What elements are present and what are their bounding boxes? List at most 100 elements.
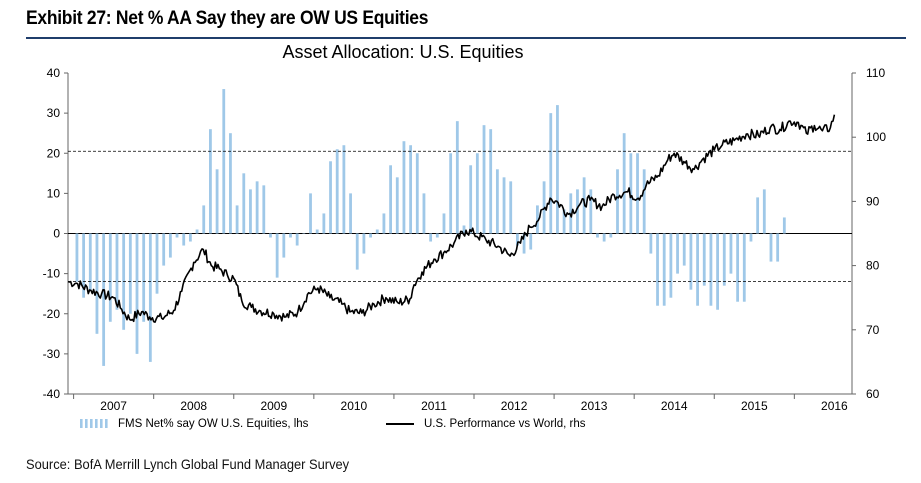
- bar: [689, 233, 693, 290]
- bar: [429, 233, 433, 242]
- left-tick-label: -30: [43, 347, 61, 361]
- bar: [415, 153, 419, 234]
- bar: [642, 169, 646, 234]
- bar: [482, 125, 486, 234]
- bar: [235, 205, 239, 234]
- bar: [215, 169, 219, 234]
- bar: [435, 233, 439, 238]
- right-tick-label: 90: [866, 194, 880, 208]
- bar: [522, 233, 526, 254]
- x-tick-label: 2007: [100, 399, 127, 413]
- bar: [182, 233, 186, 246]
- bar: [709, 233, 713, 306]
- left-tick-label: 0: [53, 227, 60, 241]
- bar: [382, 213, 386, 234]
- legend-bar-swatch: [80, 419, 108, 428]
- x-tick-label: 2010: [341, 399, 368, 413]
- bar: [762, 189, 766, 234]
- bar: [736, 233, 740, 302]
- title-rule: [26, 37, 906, 39]
- x-tick-label: 2013: [581, 399, 608, 413]
- bar: [549, 113, 553, 234]
- bar: [275, 233, 279, 278]
- bar: [662, 233, 666, 306]
- bar: [389, 165, 392, 234]
- bar: [749, 233, 753, 242]
- bar: [289, 233, 292, 238]
- bar: [636, 153, 639, 234]
- bar: [229, 133, 232, 234]
- bar: [569, 193, 573, 234]
- right-tick-label: 70: [866, 323, 880, 337]
- bar: [609, 233, 613, 238]
- left-tick-label: -20: [43, 307, 61, 321]
- bar: [602, 233, 606, 242]
- bar: [682, 233, 686, 266]
- right-tick-label: 60: [866, 387, 880, 401]
- x-tick-label: 2016: [821, 399, 848, 413]
- bar: [489, 129, 493, 234]
- right-tick-label: 110: [866, 66, 885, 80]
- bar: [88, 233, 92, 290]
- bar: [329, 161, 332, 234]
- bar: [349, 193, 352, 234]
- bar: [302, 233, 306, 234]
- performance-line: [67, 114, 836, 324]
- x-tick-label: 2014: [661, 399, 688, 413]
- bar: [128, 233, 132, 314]
- bar: [148, 233, 152, 362]
- line-series: [67, 114, 836, 324]
- x-tick-label: 2012: [501, 399, 528, 413]
- axis-ticks: -40 -30 -20 -10 0 10 20 30 40 60 70 80 90 100 110 2007 2…: [43, 66, 887, 413]
- bar: [742, 233, 746, 302]
- bar: [142, 233, 146, 322]
- reference-lines: [68, 150, 852, 283]
- bar: [649, 233, 653, 254]
- bar: [409, 145, 413, 234]
- x-tick-label: 2009: [260, 399, 287, 413]
- left-tick-label: 20: [47, 146, 61, 160]
- bar: [676, 233, 679, 274]
- bar: [115, 233, 119, 310]
- bar: [395, 177, 399, 234]
- legend-bar-swatch-bar: [95, 419, 98, 428]
- bar: [202, 205, 206, 234]
- bar: [369, 233, 372, 238]
- bar: [209, 129, 212, 234]
- x-tick-label: 2008: [180, 399, 207, 413]
- bar: [589, 189, 593, 234]
- bar: [629, 153, 633, 234]
- bar: [95, 233, 99, 334]
- x-tick-label: 2015: [741, 399, 768, 413]
- bar: [282, 233, 286, 258]
- bar: [188, 233, 192, 242]
- bar: [729, 233, 733, 274]
- legend-bar-swatch-bar: [105, 419, 108, 428]
- bar: [309, 193, 312, 234]
- bar: [656, 233, 659, 306]
- bar: [222, 89, 226, 234]
- bar: [529, 233, 533, 250]
- bar: [102, 233, 106, 366]
- bar: [242, 173, 246, 234]
- bar: [776, 233, 780, 262]
- left-tick-label: -10: [43, 267, 61, 281]
- bar: [162, 233, 166, 266]
- bar: [509, 181, 513, 234]
- legend-bar-swatch-bar: [100, 419, 103, 428]
- legend-bar-swatch-bar: [90, 419, 93, 428]
- bar: [495, 169, 499, 234]
- legend-line-label: U.S. Performance vs World, rhs: [424, 418, 586, 430]
- bar: [375, 229, 379, 234]
- bar: [262, 185, 266, 234]
- bar: [355, 233, 359, 270]
- bar: [716, 233, 719, 310]
- bar: [442, 213, 446, 234]
- legend-bar-swatch-bar: [80, 419, 83, 428]
- bar: [722, 233, 726, 286]
- right-tick-label: 80: [866, 259, 880, 273]
- bar: [155, 233, 159, 294]
- bar: [556, 105, 559, 234]
- bar: [422, 193, 426, 234]
